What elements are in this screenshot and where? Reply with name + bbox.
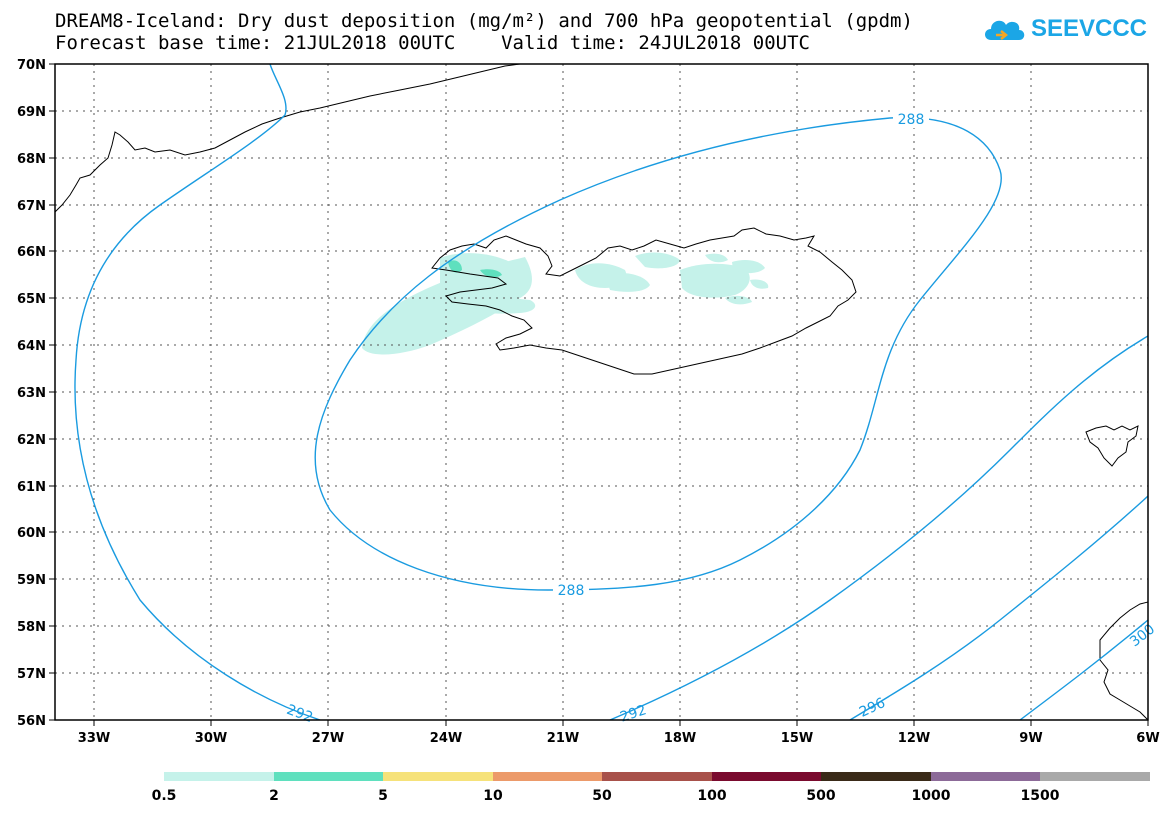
legend-label: 500	[806, 788, 835, 804]
legend-label: 1500	[1021, 788, 1060, 804]
legend-label: 2	[269, 788, 279, 804]
lat-label: 61N	[17, 480, 46, 495]
lat-label: 67N	[17, 199, 46, 214]
contour-296	[849, 495, 1148, 720]
legend-swatch	[821, 772, 931, 781]
legend-label: 0.5	[152, 788, 177, 804]
legend-swatch	[1040, 772, 1150, 781]
contour-300	[1019, 619, 1148, 720]
geopotential-contours	[74, 64, 1148, 720]
tick-marks	[49, 63, 1149, 726]
lon-label: 33W	[78, 731, 110, 746]
legend-label: 10	[483, 788, 503, 804]
contour-292-left	[74, 64, 321, 720]
lon-label: 6W	[1136, 731, 1159, 746]
lat-label: 58N	[17, 620, 46, 635]
lat-label: 57N	[17, 667, 46, 682]
legend-swatch	[274, 772, 383, 781]
dust-central-2	[605, 273, 650, 292]
legend-swatch	[383, 772, 493, 781]
dust-east-3	[725, 295, 752, 305]
dust-hofs	[705, 253, 728, 263]
legend-label: 50	[592, 788, 612, 804]
lat-label: 60N	[17, 526, 46, 541]
legend-colorbar	[164, 772, 1150, 781]
dust-snaefells-high	[480, 269, 502, 278]
longitude-labels: 33W 30W 27W 24W 21W 18W 15W 12W 9W 6W	[78, 731, 1160, 746]
lat-label: 65N	[17, 292, 46, 307]
contour-labels: 288 288 292 292 296 300	[284, 110, 1158, 726]
dust-central-3	[635, 252, 680, 269]
lat-label: 70N	[17, 58, 46, 73]
contour-label-300: 300	[1127, 621, 1158, 650]
legend-label: 5	[378, 788, 388, 804]
lat-label: 66N	[17, 245, 46, 260]
chart-subtitle: Forecast base time: 21JUL2018 00UTC Vali…	[55, 32, 810, 54]
dust-deposition-shading	[362, 252, 769, 355]
lon-label: 15W	[781, 731, 813, 746]
scotland-coast	[1099, 601, 1148, 720]
legend-swatch	[931, 772, 1040, 781]
legend-swatch	[602, 772, 712, 781]
lat-label: 64N	[17, 339, 46, 354]
faroe-islands	[1085, 425, 1139, 467]
dust-east-2	[750, 279, 769, 289]
lon-label: 21W	[547, 731, 579, 746]
contour-292-right	[609, 335, 1148, 720]
lon-label: 12W	[898, 731, 930, 746]
lat-label: 63N	[17, 386, 46, 401]
latitude-labels: 70N 69N 68N 67N 66N 65N 64N 63N 62N 61N …	[17, 58, 46, 729]
lat-label: 69N	[17, 105, 46, 120]
coastlines	[55, 64, 1148, 720]
contour-label-292-right: 292	[618, 702, 648, 725]
legend-swatch	[164, 772, 274, 781]
contour-288	[314, 116, 1002, 591]
lat-label: 62N	[17, 433, 46, 448]
cloud-icon	[984, 20, 1025, 40]
legend-label: 100	[697, 788, 726, 804]
greenland-coast	[55, 64, 521, 213]
lon-label: 30W	[195, 731, 227, 746]
legend-swatch	[712, 772, 821, 781]
contour-label-288-bottom: 288	[558, 583, 585, 599]
legend-label: 1000	[912, 788, 951, 804]
lon-label: 18W	[664, 731, 696, 746]
contour-label-288-top: 288	[898, 112, 925, 128]
lon-label: 24W	[430, 731, 462, 746]
lon-label: 9W	[1019, 731, 1042, 746]
dust-vatna	[680, 263, 750, 298]
legend-labels: 0.5 2 5 10 50 100 500 1000 1500	[152, 788, 1060, 804]
iceland-coast	[431, 227, 857, 375]
lat-label: 56N	[17, 714, 46, 729]
legend-swatch	[493, 772, 602, 781]
contour-label-296: 296	[857, 695, 888, 721]
contour-label-292-left: 292	[284, 702, 315, 726]
lat-label: 68N	[17, 152, 46, 167]
graticule	[55, 64, 1148, 720]
chart-title: DREAM8-Iceland: Dry dust deposition (mg/…	[55, 10, 913, 32]
dust-westfjords-high	[448, 260, 462, 273]
lat-label: 59N	[17, 573, 46, 588]
logo-text: SEEVCCC	[1030, 15, 1147, 42]
lon-label: 27W	[312, 731, 344, 746]
seevccc-logo: SEEVCCC	[981, 14, 1147, 44]
chart-title-block: DREAM8-Iceland: Dry dust deposition (mg/…	[55, 10, 913, 54]
dust-west-patch	[445, 296, 536, 314]
dust-east-1	[732, 260, 765, 274]
